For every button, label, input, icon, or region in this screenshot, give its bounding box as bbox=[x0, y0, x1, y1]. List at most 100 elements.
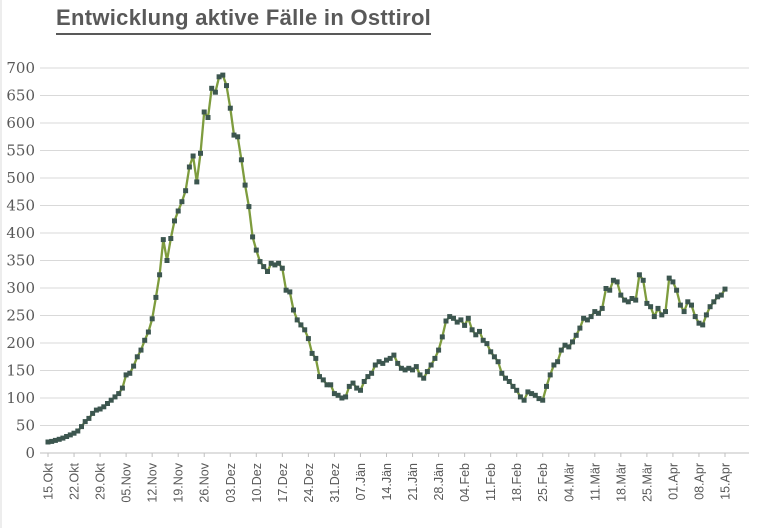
data-point-marker bbox=[279, 265, 285, 271]
y-tick-label: 550 bbox=[6, 142, 35, 160]
data-point-marker bbox=[168, 236, 174, 241]
gridlines bbox=[40, 67, 749, 426]
y-tick-label: 350 bbox=[6, 252, 35, 270]
data-point-marker bbox=[410, 367, 415, 373]
x-tick-label: 12.Nov bbox=[146, 462, 160, 502]
data-point-marker bbox=[715, 294, 721, 300]
y-tick-label: 250 bbox=[6, 307, 35, 325]
data-point-marker bbox=[663, 309, 668, 315]
y-tick-label: 450 bbox=[6, 197, 35, 215]
data-point-marker bbox=[335, 392, 341, 398]
data-point-marker bbox=[577, 325, 583, 331]
data-point-marker bbox=[97, 406, 103, 412]
data-point-marker bbox=[599, 305, 605, 311]
data-point-marker bbox=[257, 259, 263, 265]
y-tick-label: 650 bbox=[6, 87, 35, 105]
x-tick-label: 14.Jän bbox=[380, 463, 394, 501]
data-point-marker bbox=[112, 394, 118, 400]
x-tick-label: 24.Dez bbox=[302, 463, 316, 503]
data-point-marker bbox=[544, 383, 549, 389]
data-point-marker bbox=[536, 396, 542, 402]
data-point-marker bbox=[183, 188, 189, 194]
data-point-marker bbox=[164, 258, 170, 263]
x-tick-label: 10.Dez bbox=[250, 463, 264, 503]
data-point-marker bbox=[90, 410, 96, 416]
data-point-marker bbox=[220, 72, 226, 78]
data-point-marker bbox=[45, 439, 51, 445]
y-tick-label: 700 bbox=[6, 59, 35, 77]
data-point-marker bbox=[145, 329, 151, 335]
data-point-marker bbox=[651, 314, 657, 320]
data-point-marker bbox=[172, 218, 177, 224]
data-point-marker bbox=[674, 287, 680, 293]
data-point-marker bbox=[681, 309, 687, 315]
data-point-marker bbox=[246, 204, 252, 210]
data-point-marker bbox=[309, 350, 315, 356]
data-point-marker bbox=[179, 199, 185, 205]
series-markers bbox=[45, 72, 728, 445]
data-point-marker bbox=[488, 349, 494, 355]
data-point-marker bbox=[495, 359, 501, 365]
data-point-marker bbox=[149, 316, 155, 322]
data-point-marker bbox=[636, 272, 642, 278]
data-point-marker bbox=[317, 374, 322, 380]
data-point-marker bbox=[380, 360, 386, 366]
data-point-marker bbox=[659, 312, 665, 318]
data-point-marker bbox=[625, 299, 631, 305]
x-tick-label: 04.Mär bbox=[562, 463, 576, 502]
y-tick-label: 400 bbox=[6, 224, 35, 242]
data-point-marker bbox=[127, 370, 133, 376]
data-point-marker bbox=[573, 332, 579, 338]
data-point-marker bbox=[703, 312, 709, 318]
data-point-marker bbox=[134, 354, 140, 360]
data-point-marker bbox=[432, 355, 438, 361]
data-point-marker bbox=[116, 391, 122, 397]
y-tick-label: 100 bbox=[6, 389, 35, 407]
data-point-marker bbox=[402, 367, 408, 373]
data-point-marker bbox=[157, 272, 163, 278]
data-point-marker bbox=[376, 359, 382, 365]
data-point-marker bbox=[291, 307, 296, 313]
data-point-marker bbox=[272, 262, 278, 268]
x-tick-label: 11.Feb bbox=[484, 463, 498, 501]
y-tick-label: 200 bbox=[6, 334, 35, 352]
data-point-marker bbox=[570, 339, 575, 345]
x-tick-label: 26.Nov bbox=[198, 462, 212, 502]
data-point-marker bbox=[436, 347, 442, 353]
data-point-marker bbox=[558, 347, 564, 353]
data-point-marker bbox=[622, 297, 628, 303]
data-point-marker bbox=[462, 322, 468, 328]
data-point-marker bbox=[64, 434, 70, 439]
y-tick-label: 600 bbox=[6, 114, 35, 132]
y-tick-label: 0 bbox=[25, 444, 35, 462]
data-point-marker bbox=[447, 314, 453, 320]
data-point-marker bbox=[722, 286, 728, 292]
data-point-marker bbox=[71, 430, 77, 436]
data-point-marker bbox=[562, 342, 568, 348]
data-point-marker bbox=[696, 320, 702, 326]
data-point-marker bbox=[685, 299, 691, 305]
data-point-marker bbox=[670, 279, 676, 285]
data-point-marker bbox=[484, 341, 490, 347]
x-tick-label: 25.Feb bbox=[536, 463, 550, 502]
data-point-marker bbox=[514, 387, 520, 393]
data-point-marker bbox=[287, 289, 293, 295]
data-point-marker bbox=[491, 354, 497, 360]
data-point-marker bbox=[138, 347, 144, 353]
data-point-marker bbox=[253, 247, 259, 253]
data-point-marker bbox=[592, 309, 598, 315]
data-point-marker bbox=[596, 310, 601, 316]
data-point-marker bbox=[242, 182, 248, 188]
data-point-marker bbox=[584, 317, 590, 323]
data-point-marker bbox=[532, 392, 538, 398]
data-point-marker bbox=[224, 83, 229, 89]
data-point-marker bbox=[153, 294, 159, 300]
data-point-marker bbox=[331, 391, 337, 397]
y-tick-label: 300 bbox=[6, 279, 35, 297]
data-point-marker bbox=[555, 359, 561, 365]
data-point-marker bbox=[581, 315, 587, 321]
data-point-marker bbox=[644, 300, 650, 306]
data-point-marker bbox=[119, 385, 125, 391]
data-point-marker bbox=[216, 74, 222, 80]
data-point-marker bbox=[480, 337, 486, 343]
